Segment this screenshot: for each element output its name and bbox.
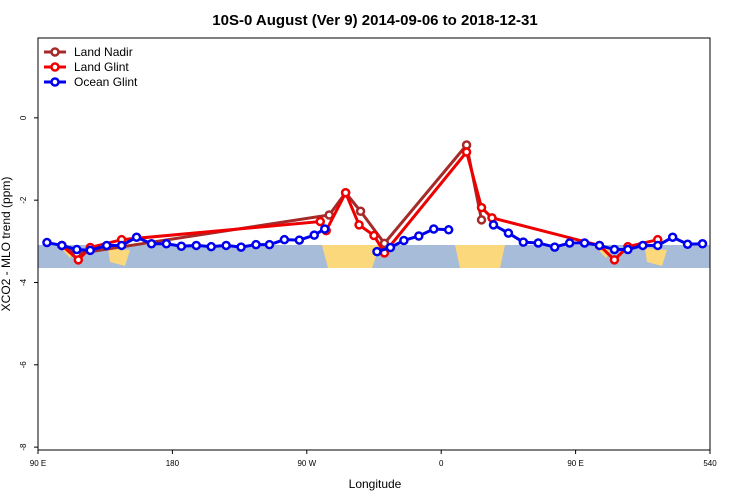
point [236,242,246,252]
point [340,188,351,198]
y-tick-label: -6 [19,361,28,369]
point [279,234,290,245]
point [594,240,605,251]
point [461,147,472,157]
point [221,240,231,251]
point [369,230,379,241]
point [533,238,544,248]
plot-frame [37,37,711,451]
point [176,241,187,252]
point [131,232,142,242]
point [319,224,330,234]
point [379,238,390,249]
point [682,239,693,249]
y-tick-label: -4 [19,278,28,286]
legend-label: Land Nadir [74,45,133,59]
y-tick-label: 0 [19,115,28,120]
point [101,240,112,251]
point [72,244,82,255]
point [354,220,364,230]
point [579,238,590,248]
legend-label: Land Glint [74,60,129,74]
point [518,237,529,247]
point [623,244,633,255]
point [315,216,325,227]
point [503,228,514,238]
point [476,202,487,213]
point [385,242,396,253]
x-tick-label: 90 E [30,459,46,468]
map-strip [38,245,710,268]
x-tick-label: 90 W [297,459,316,468]
x-tick-label: 0 [439,459,444,468]
point [161,239,172,249]
x-tick-label: 90 E [567,459,583,468]
point [667,232,678,242]
series [42,220,708,257]
legend-marker [50,62,60,72]
legend-marker [50,47,60,57]
point [549,242,560,252]
y-tick-label: -2 [19,196,28,204]
x-tick-label: 540 [703,459,717,468]
point [85,245,96,256]
point [609,244,620,255]
point [57,240,67,251]
point [399,235,409,246]
point [414,231,424,241]
y-tick-label: -8 [19,443,28,451]
point [428,224,439,234]
point [476,215,487,225]
point [309,230,320,240]
point [42,237,52,248]
point [443,225,454,235]
legend-label: Ocean Glint [74,75,138,89]
point [372,246,382,257]
point [638,240,648,251]
point [697,239,708,249]
point [294,235,305,245]
chart-title: 10S-0 August (Ver 9) 2014-09-06 to 2018-… [212,12,537,29]
y-axis-label: XCO2 - MLO trend (ppm) [0,177,13,312]
point [73,255,84,265]
point [652,240,663,251]
point [564,238,575,248]
x-tick-label: 180 [166,459,180,468]
point [488,220,499,230]
point [191,240,202,251]
point [264,239,275,250]
point [609,255,620,265]
point [116,240,127,251]
point [206,241,216,252]
legend-marker [50,77,60,87]
x-axis-label: Longitude [349,477,402,491]
point [146,239,157,249]
point [355,206,366,217]
point [251,239,261,250]
